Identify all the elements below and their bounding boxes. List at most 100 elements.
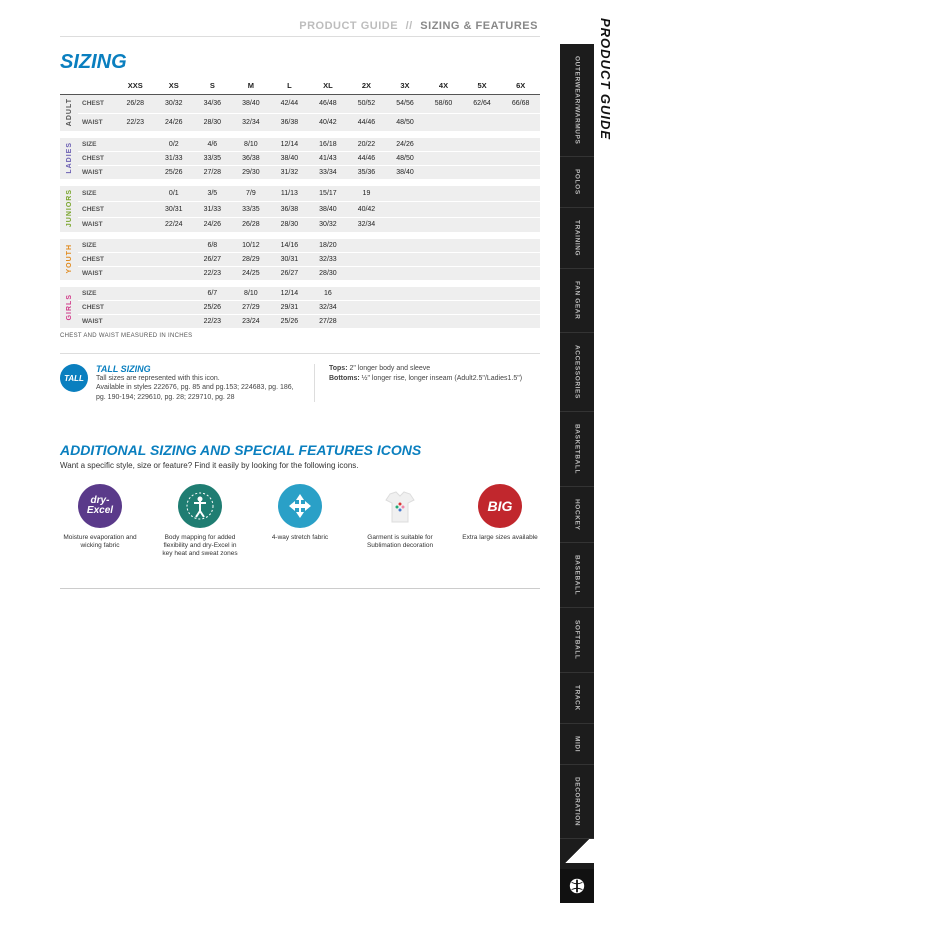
cell: [116, 166, 155, 180]
cell: [155, 253, 194, 267]
side-tab[interactable]: POLOS: [560, 157, 594, 208]
cell: [386, 301, 425, 315]
cell: 31/32: [270, 166, 309, 180]
cell: [424, 152, 463, 166]
cell: [501, 186, 540, 202]
side-tab[interactable]: DECORATION: [560, 765, 594, 839]
cell: 6/7: [193, 287, 232, 301]
cell: 31/33: [193, 201, 232, 217]
tall-bottoms-label: Bottoms:: [329, 375, 360, 382]
group-label: GIRLS: [60, 287, 78, 329]
cell: 30/31: [155, 201, 194, 217]
side-tab[interactable]: BASKETBALL: [560, 412, 594, 487]
cell: 38/40: [386, 166, 425, 180]
cell: 28/30: [270, 217, 309, 233]
side-wedge: [560, 839, 594, 863]
cell: [463, 186, 502, 202]
row-label: CHEST: [78, 201, 116, 217]
feature-icon-dry-excel: dry-ExcelMoisture evaporation and wickin…: [60, 484, 140, 558]
breadcrumb-sep: //: [406, 20, 413, 32]
feature-icon-big: BIGExtra large sizes available: [460, 484, 540, 558]
side-tab-bar: OUTERWEAR/WARMUPSPOLOSTRAININGFAN GEARAC…: [560, 44, 594, 903]
side-tab[interactable]: HOCKEY: [560, 487, 594, 543]
side-tab[interactable]: ACCESSORIES: [560, 333, 594, 412]
cell: [116, 186, 155, 202]
cell: 29/31: [270, 301, 309, 315]
cell: 26/27: [270, 267, 309, 281]
cell: 7/9: [232, 186, 271, 202]
cell: 31/33: [155, 152, 194, 166]
cell: 48/50: [386, 152, 425, 166]
cell: 40/42: [347, 201, 386, 217]
row-label: WAIST: [78, 267, 116, 281]
icon-caption: Garment is suitable for Sublimation deco…: [360, 534, 440, 550]
cell: 27/29: [232, 301, 271, 315]
table-row: CHEST 30/3131/3333/3536/3838/4040/42: [60, 201, 540, 217]
group-label: LADIES: [60, 138, 78, 180]
cell: [463, 239, 502, 253]
cell: 36/38: [270, 201, 309, 217]
cell: 22/23: [193, 315, 232, 329]
cell: 38/40: [270, 152, 309, 166]
table-row: ADULTCHEST26/2830/3234/3638/4042/4446/48…: [60, 95, 540, 114]
col-header: 6X: [501, 78, 540, 95]
cell: [155, 315, 194, 329]
cell: [116, 267, 155, 281]
row-label: WAIST: [78, 217, 116, 233]
side-tab[interactable]: MIDI: [560, 724, 594, 765]
cell: 38/40: [309, 201, 348, 217]
cell: [501, 201, 540, 217]
feature-icons-row: dry-ExcelMoisture evaporation and wickin…: [60, 484, 540, 558]
cell: 6/8: [193, 239, 232, 253]
table-row: GIRLSSIZE6/78/1012/1416: [60, 287, 540, 301]
cell: [424, 186, 463, 202]
side-tab[interactable]: BASEBALL: [560, 543, 594, 608]
cell: 36/38: [270, 113, 309, 132]
side-tab[interactable]: SOFTBALL: [560, 608, 594, 672]
cell: [501, 301, 540, 315]
breadcrumb-b: SIZING & FEATURES: [420, 20, 538, 32]
col-header: 3X: [386, 78, 425, 95]
brand-badge-icon: [560, 869, 594, 903]
cell: 46/48: [309, 95, 348, 114]
row-label: SIZE: [78, 239, 116, 253]
cell: 0/1: [155, 186, 194, 202]
cell: 24/26: [193, 217, 232, 233]
cell: 35/36: [347, 166, 386, 180]
cell: [116, 315, 155, 329]
sublimation-icon: [378, 484, 422, 528]
row-label: WAIST: [78, 166, 116, 180]
tall-sizing-block: TALL TALL SIZING Tall sizes are represen…: [60, 353, 540, 401]
table-row: CHEST26/2728/2930/3132/33: [60, 253, 540, 267]
group-label: JUNIORS: [60, 186, 78, 233]
cell: 26/28: [232, 217, 271, 233]
sizing-table: XXSXSSMLXL2X3X4X5X6X ADULTCHEST26/2830/3…: [60, 78, 540, 329]
table-row: WAIST22/2324/2526/2728/30: [60, 267, 540, 281]
cell: 12/14: [270, 138, 309, 152]
cell: [463, 301, 502, 315]
side-tab[interactable]: TRACK: [560, 673, 594, 724]
side-tab[interactable]: TRAINING: [560, 208, 594, 269]
cell: 22/23: [193, 267, 232, 281]
cell: [347, 267, 386, 281]
col-header: 5X: [463, 78, 502, 95]
cell: 12/14: [270, 287, 309, 301]
cell: 33/35: [232, 201, 271, 217]
col-header: S: [193, 78, 232, 95]
tall-specs: Tops: 2" longer body and sleeve Bottoms:…: [314, 364, 522, 401]
row-label: CHEST: [78, 152, 116, 166]
cell: [424, 287, 463, 301]
cell: [424, 315, 463, 329]
col-header: M: [232, 78, 271, 95]
cell: 24/26: [155, 113, 194, 132]
row-label: SIZE: [78, 138, 116, 152]
side-tab[interactable]: OUTERWEAR/WARMUPS: [560, 44, 594, 157]
cell: [424, 201, 463, 217]
four-way-icon: [278, 484, 322, 528]
cell: [501, 138, 540, 152]
cell: 44/46: [347, 113, 386, 132]
side-tab[interactable]: FAN GEAR: [560, 269, 594, 332]
cell: [501, 287, 540, 301]
cell: [501, 253, 540, 267]
cell: [463, 113, 502, 132]
